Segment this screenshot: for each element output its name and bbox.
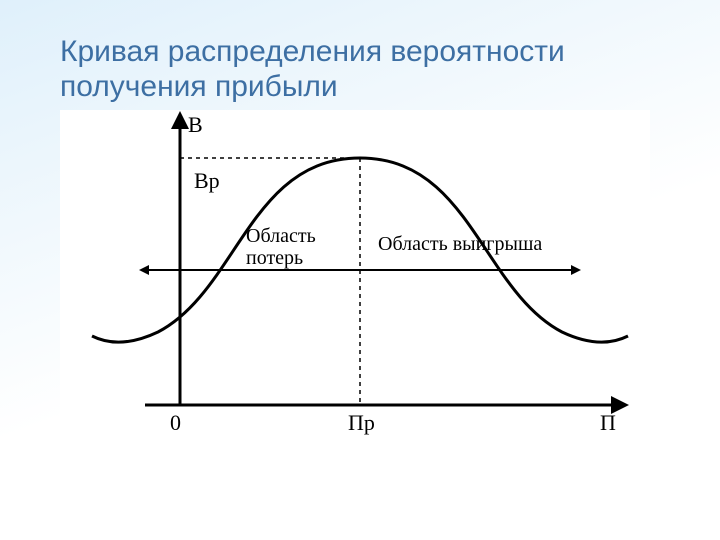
y-axis-label: В (188, 112, 203, 137)
x-axis-label: П (600, 410, 616, 435)
distribution-chart: В П 0 Пр Вр Область потерь Область выигр… (60, 110, 650, 450)
origin-label: 0 (170, 410, 181, 435)
peak-y-label: Вр (194, 168, 220, 193)
gain-region-label: Область выигрыша (378, 233, 542, 255)
slide-container: Кривая распределения вероятности получен… (0, 0, 720, 540)
slide-title: Кривая распределения вероятности получен… (60, 34, 660, 105)
loss-region-label: Область потерь (246, 225, 321, 269)
peak-x-label: Пр (348, 410, 375, 435)
